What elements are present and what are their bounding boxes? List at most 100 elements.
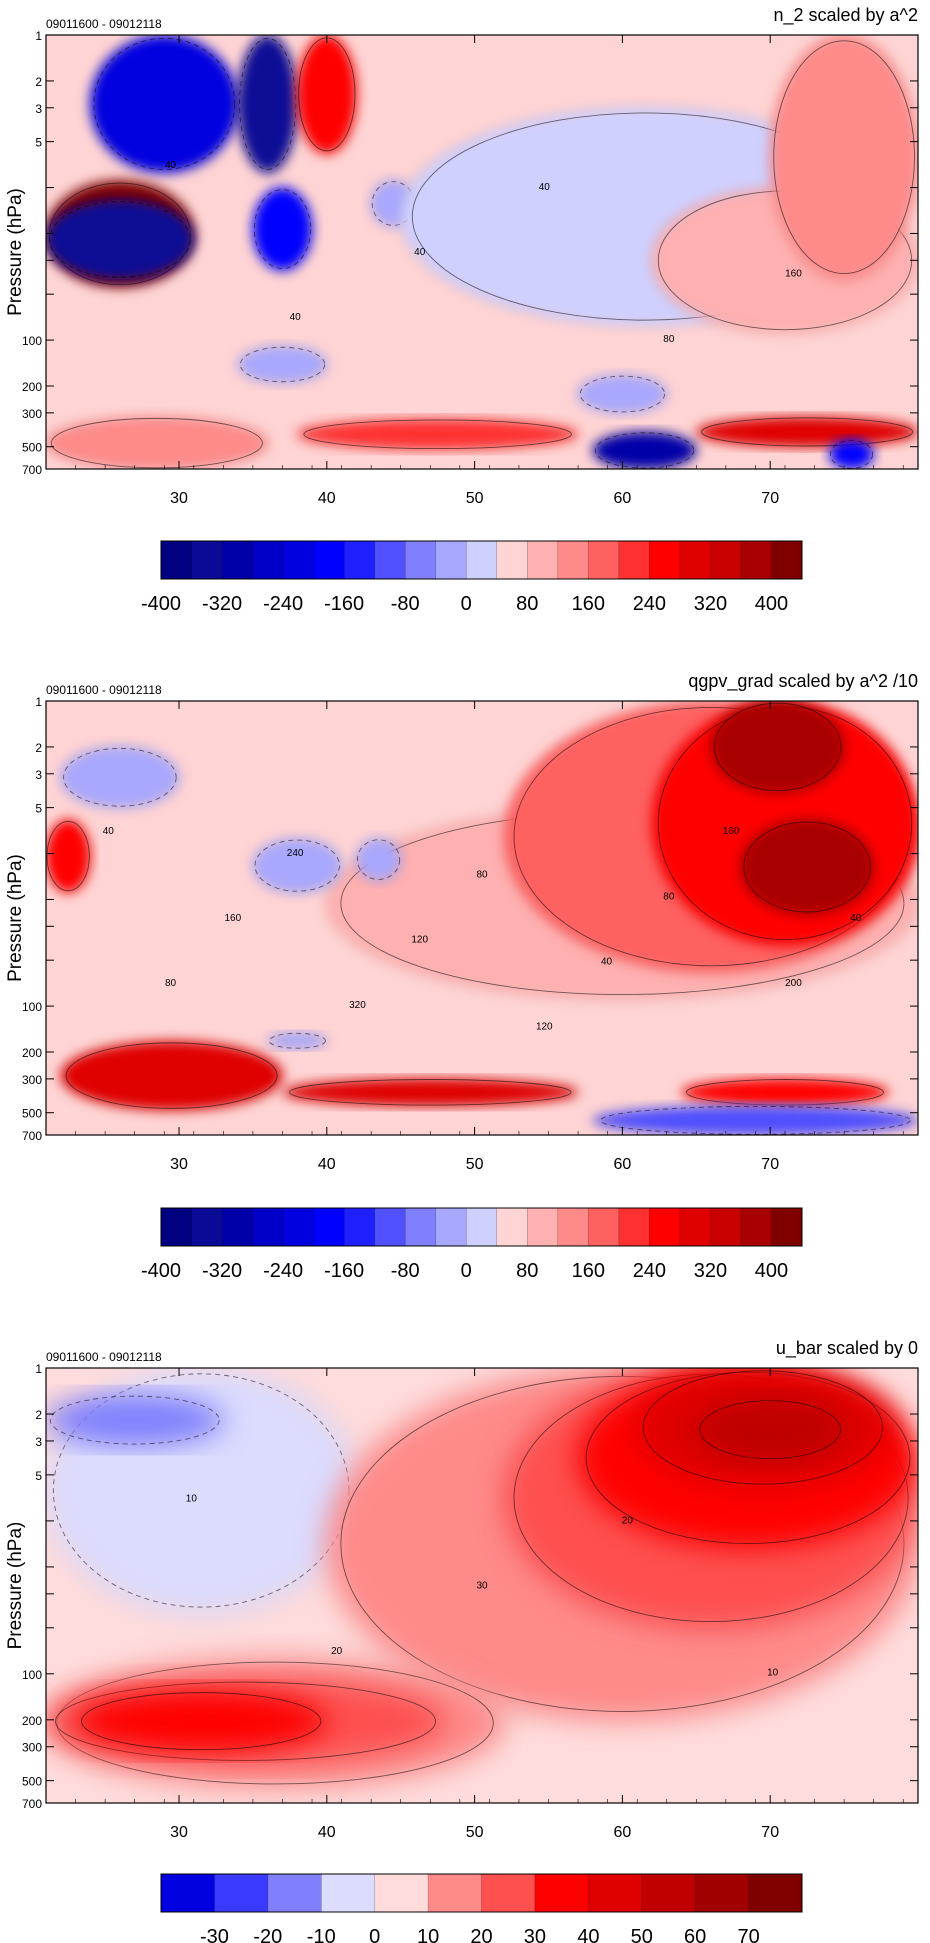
colorbar-swatch <box>344 541 376 579</box>
contour-line <box>289 1079 572 1106</box>
colorbar-label: -10 <box>307 1926 336 1943</box>
contour-line <box>268 1032 326 1049</box>
colorbar-label: -400 <box>141 593 181 615</box>
y-tick-label: 2 <box>35 75 42 89</box>
contour-region <box>46 416 269 469</box>
contour-line <box>239 346 326 383</box>
contour-line <box>773 40 915 275</box>
y-tick-label: 100 <box>22 334 42 348</box>
y-tick-label: 2 <box>35 741 42 755</box>
colorbar-label: 30 <box>524 1926 546 1943</box>
y-tick-label: 300 <box>22 1073 42 1087</box>
colorbar-swatch <box>435 1208 467 1246</box>
colorbar-swatch <box>557 541 589 579</box>
y-tick-label: 700 <box>22 463 42 477</box>
x-tick-label: 30 <box>170 1824 188 1841</box>
colorbar-frame <box>160 1207 803 1247</box>
colorbar-swatch <box>771 541 803 579</box>
colorbar-swatch <box>191 541 223 579</box>
contour-region <box>769 35 918 280</box>
colorbar: -400 -320 -240 -160 -80 0 80 160 240 320 400 <box>141 540 803 615</box>
contour-region <box>46 819 91 893</box>
y-tick-label: 2 <box>35 1408 42 1422</box>
colorbar-swatch <box>321 1874 376 1912</box>
y-tick-label: 5 <box>35 1469 42 1483</box>
y-tick-label: 5 <box>35 802 42 816</box>
colorbar-label: 60 <box>684 1926 706 1943</box>
contour-line <box>50 417 263 469</box>
contour-region <box>296 35 357 155</box>
contour-label: 40 <box>601 956 613 967</box>
contour-label: 40 <box>850 913 862 924</box>
contour-label: 160 <box>785 269 802 280</box>
contour-line <box>594 432 695 469</box>
colorbar-swatch <box>374 541 406 579</box>
x-tick-label: 30 <box>170 1156 188 1173</box>
colorbar-swatch <box>771 1208 803 1246</box>
colorbar-swatch <box>466 1208 498 1246</box>
contour-label: 80 <box>165 978 177 989</box>
colorbar-swatch <box>557 1208 589 1246</box>
chart-title: qgpv_grad scaled by a^2 /10 <box>688 671 918 692</box>
colorbar-label: 320 <box>694 593 727 615</box>
contour-label: 240 <box>287 848 304 859</box>
contour-region <box>710 701 845 794</box>
colorbar-swatch <box>740 1208 772 1246</box>
colorbar-swatch <box>740 541 772 579</box>
x-tick-label: 40 <box>318 1824 336 1841</box>
contour-label: 80 <box>663 891 675 902</box>
colorbar-swatch <box>214 1874 269 1912</box>
colorbar-swatch <box>641 1874 696 1912</box>
contour-label: 160 <box>225 913 242 924</box>
plot-area <box>46 35 918 469</box>
contour-line <box>55 1681 436 1761</box>
x-tick-label: 70 <box>761 490 779 507</box>
colorbar-swatch <box>710 541 742 579</box>
date-range: 09011600 - 09012118 <box>46 683 162 697</box>
y-tick-label: 1 <box>35 29 42 43</box>
colorbar-label: 70 <box>737 1926 759 1943</box>
colorbar-swatch <box>649 1208 681 1246</box>
contour-line <box>743 821 871 913</box>
colorbar-swatch <box>222 1208 253 1246</box>
contour-line <box>356 839 401 880</box>
contour-label: 40 <box>290 312 302 323</box>
y-axis-label: Pressure (hPa) <box>5 1522 26 1650</box>
colorbar-swatch <box>267 1874 322 1912</box>
colorbar-label: 0 <box>461 1260 472 1282</box>
contour-label: 160 <box>723 826 740 837</box>
colorbar-swatch <box>435 541 467 579</box>
colorbar-label: -400 <box>141 1260 181 1282</box>
contour-label: 200 <box>785 978 802 989</box>
contour-region <box>237 346 328 384</box>
contour-label: 10 <box>186 1494 198 1505</box>
chart-title: u_bar scaled by 0 <box>776 1338 918 1359</box>
y-axis-label: Pressure (hPa) <box>5 854 26 982</box>
x-tick-label: 60 <box>614 1824 632 1841</box>
x-tick-label: 50 <box>466 1156 484 1173</box>
contour-line <box>81 1692 322 1751</box>
contour-label: 20 <box>622 1515 634 1526</box>
colorbar-swatch <box>161 1874 215 1912</box>
contour-line <box>65 1042 278 1109</box>
contour-line <box>63 747 177 807</box>
y-tick-label: 100 <box>22 1000 42 1014</box>
colorbar: -400 -320 -240 -160 -80 0 80 160 240 320 400 <box>141 1207 803 1282</box>
colorbar-label: 160 <box>572 593 605 615</box>
contour-line <box>46 820 90 892</box>
colorbar-label: -240 <box>263 1260 303 1282</box>
x-tick-label: 70 <box>761 1824 779 1841</box>
y-tick-label: 700 <box>22 1129 42 1143</box>
colorbar-label: -80 <box>391 1260 420 1282</box>
colorbar-swatch <box>222 541 253 579</box>
contour-region <box>75 1690 328 1752</box>
colorbar-label: 400 <box>755 1260 788 1282</box>
plot-area <box>46 701 918 1135</box>
colorbar-swatch <box>283 1208 315 1246</box>
contour-region <box>252 838 342 893</box>
colorbar-swatch <box>618 1208 650 1246</box>
contour-line <box>303 419 572 450</box>
y-tick-label: 1 <box>35 1362 42 1376</box>
y-tick-label: 500 <box>22 1775 42 1789</box>
